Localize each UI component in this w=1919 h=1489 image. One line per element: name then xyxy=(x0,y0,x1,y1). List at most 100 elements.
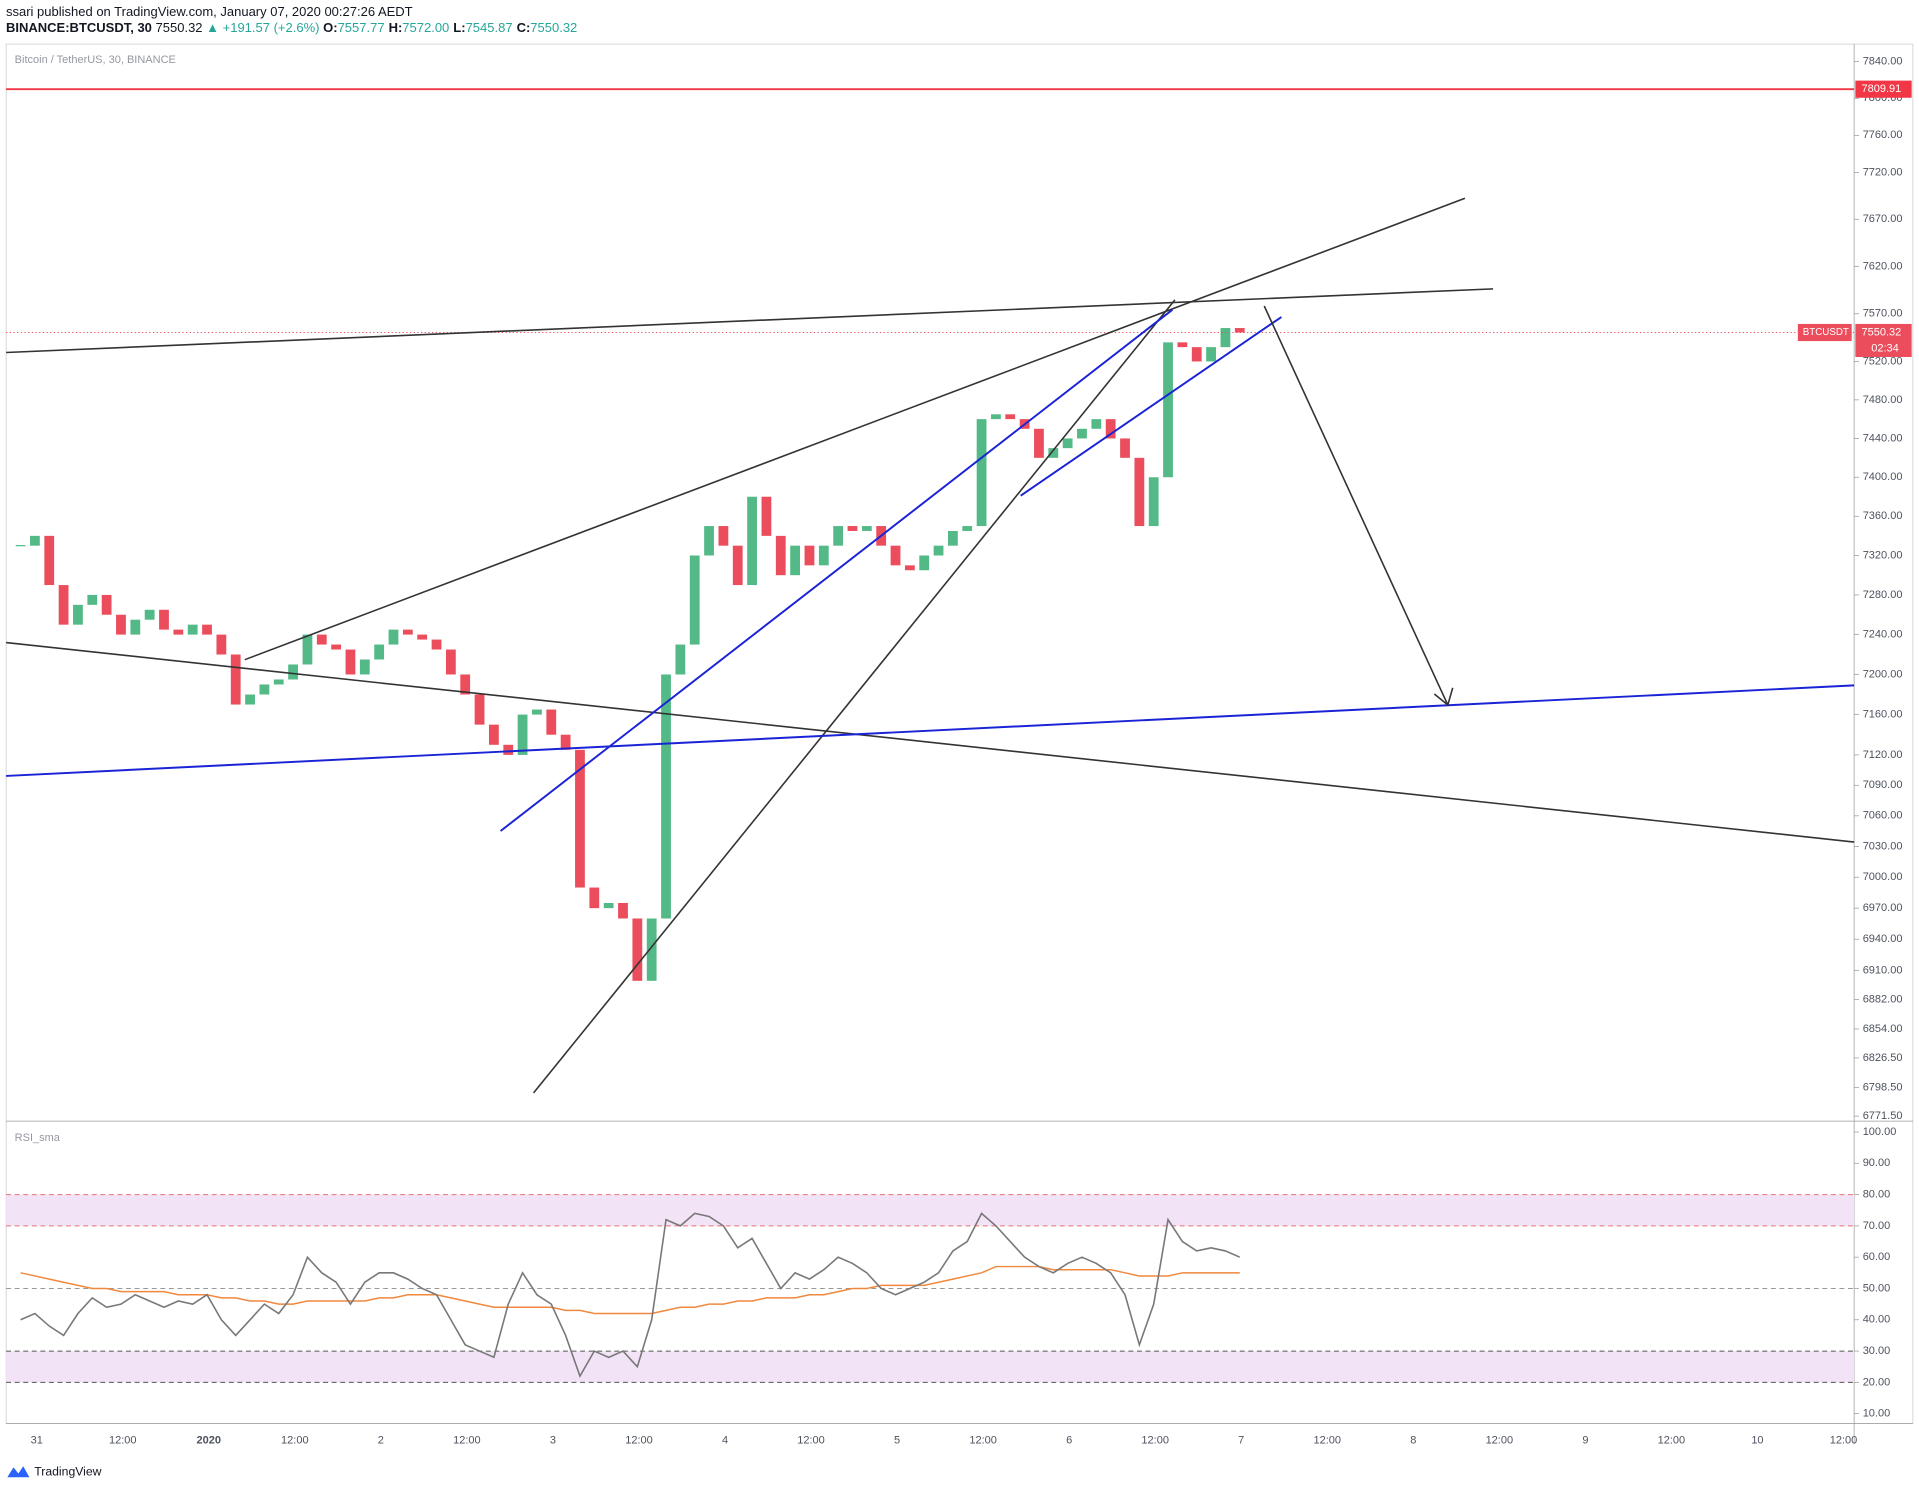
candle xyxy=(747,496,757,586)
candle xyxy=(761,496,772,536)
y-tick-label: 60.00 xyxy=(1863,1251,1891,1263)
candle xyxy=(1148,477,1159,527)
symbol: BINANCE:BTCUSDT, 30 xyxy=(6,20,152,35)
candle xyxy=(1220,328,1231,348)
candle xyxy=(933,545,944,556)
candle xyxy=(661,674,671,919)
x-tick-label: 7 xyxy=(1238,1434,1244,1446)
candle xyxy=(388,629,399,645)
y-tick-label: 7570.00 xyxy=(1863,308,1903,320)
candle xyxy=(489,724,499,745)
candle xyxy=(30,535,40,546)
candle xyxy=(991,414,1001,420)
header: ssari published on TradingView.com, Janu… xyxy=(6,4,581,36)
ohlc-label: O: xyxy=(323,20,338,35)
candle xyxy=(144,609,155,620)
logo-icon xyxy=(7,1466,30,1478)
trendline xyxy=(6,641,1855,843)
change: ▲ +191.57 (+2.6%) xyxy=(206,20,320,35)
candle xyxy=(130,619,141,635)
candle xyxy=(632,918,643,981)
y-tick-label: 7280.00 xyxy=(1863,589,1903,601)
candle xyxy=(316,634,327,645)
rsi-line xyxy=(20,1212,1241,1379)
ohlc: O:7557.77 H:7572.00 L:7545.87 C:7550.32 xyxy=(323,20,581,35)
y-tick-label: 6910.00 xyxy=(1863,964,1903,976)
symbol-tag: BTCUSDT xyxy=(1803,327,1849,338)
candle xyxy=(1105,419,1116,439)
y-tick-label: 100.00 xyxy=(1863,1126,1897,1138)
candle xyxy=(790,545,801,576)
chart-title: Bitcoin / TetherUS, 30, BINANCE xyxy=(15,54,176,66)
candle xyxy=(245,694,255,705)
candle xyxy=(1091,419,1102,429)
y-tick-label: 7320.00 xyxy=(1863,549,1903,561)
last-price-label: 7550.32 xyxy=(1861,326,1901,338)
candle xyxy=(73,604,83,625)
y-tick-label: 7720.00 xyxy=(1863,166,1903,178)
y-tick-label: 7620.00 xyxy=(1863,260,1903,272)
candle xyxy=(15,545,26,547)
arrow-head xyxy=(1433,687,1454,707)
candle xyxy=(732,545,743,586)
x-tick-label: 12:00 xyxy=(797,1434,825,1446)
candle xyxy=(460,674,471,695)
candle xyxy=(331,644,342,650)
y-tick-label: 7520.00 xyxy=(1863,355,1903,367)
candle xyxy=(704,526,714,556)
ohlc-value: 7572.00 xyxy=(402,20,450,35)
candle xyxy=(589,887,600,909)
candle xyxy=(1163,342,1173,478)
x-tick-label: 3 xyxy=(550,1434,556,1446)
logo: TradingView xyxy=(7,1465,102,1479)
y-tick-label: 10.00 xyxy=(1863,1408,1891,1420)
arrow xyxy=(1263,305,1449,706)
rsi-band xyxy=(6,1194,1855,1226)
x-tick-label: 2 xyxy=(378,1434,384,1446)
y-tick-label: 7840.00 xyxy=(1863,55,1903,67)
y-tick-label: 6882.00 xyxy=(1863,994,1903,1006)
candle xyxy=(1077,428,1087,439)
y-tick-label: 6940.00 xyxy=(1863,933,1903,945)
candle xyxy=(359,659,370,675)
candle xyxy=(1134,457,1145,527)
y-tick-label: 6970.00 xyxy=(1863,902,1903,914)
y-tick-label: 20.00 xyxy=(1863,1376,1891,1388)
candle xyxy=(1062,438,1073,449)
y-tick-label: 7400.00 xyxy=(1863,471,1903,483)
trendline xyxy=(1020,316,1282,497)
candle xyxy=(187,624,198,635)
candle xyxy=(173,629,184,635)
candle xyxy=(560,734,571,750)
trendline xyxy=(499,308,1174,832)
y-tick-label: 6798.50 xyxy=(1863,1081,1903,1093)
x-tick-label: 8 xyxy=(1410,1434,1416,1446)
y-tick-label: 6771.50 xyxy=(1863,1110,1903,1122)
rsi-title: RSI_sma xyxy=(15,1132,61,1144)
candle xyxy=(216,634,227,655)
x-tick-label: 12:00 xyxy=(1830,1434,1858,1446)
candle xyxy=(288,664,298,680)
y-tick-label: 7120.00 xyxy=(1863,749,1903,761)
candle xyxy=(503,744,514,755)
y-tick-label: 7000.00 xyxy=(1863,871,1903,883)
candle xyxy=(402,629,413,635)
symbol-tag-box xyxy=(1797,323,1852,342)
candle xyxy=(202,624,212,635)
rsi-line xyxy=(20,1265,1240,1315)
candle xyxy=(603,903,614,909)
candle xyxy=(976,419,987,527)
candle xyxy=(646,918,657,981)
candle xyxy=(345,649,356,675)
ohlc-label: C: xyxy=(516,20,531,35)
candle xyxy=(962,526,973,531)
candle xyxy=(1120,438,1130,458)
x-tick-label: 9 xyxy=(1582,1434,1588,1446)
x-tick-label: 12:00 xyxy=(453,1434,481,1446)
ohlc-value: 7545.87 xyxy=(465,20,513,35)
countdown: 02:34 xyxy=(1871,342,1899,354)
x-tick-label: 31 xyxy=(31,1434,43,1446)
y-tick-label: 7760.00 xyxy=(1863,129,1903,141)
x-tick-label: 12:00 xyxy=(1314,1434,1342,1446)
y-tick-label: 40.00 xyxy=(1863,1314,1891,1326)
